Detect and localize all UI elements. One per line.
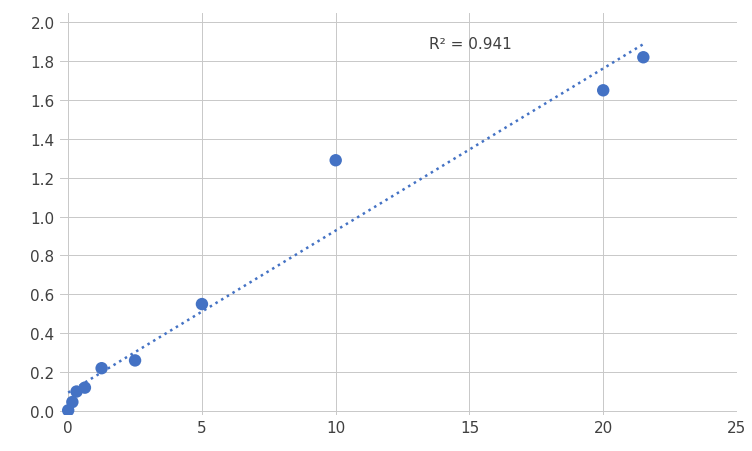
Point: [597, 87, 609, 95]
Point: [329, 157, 341, 165]
Point: [62, 407, 74, 414]
Point: [637, 55, 649, 62]
Text: R² = 0.941: R² = 0.941: [429, 37, 512, 52]
Point: [129, 357, 141, 364]
Point: [196, 301, 208, 308]
Point: [71, 388, 83, 395]
Point: [96, 365, 108, 372]
Point: [66, 399, 78, 406]
Point: [79, 384, 91, 391]
